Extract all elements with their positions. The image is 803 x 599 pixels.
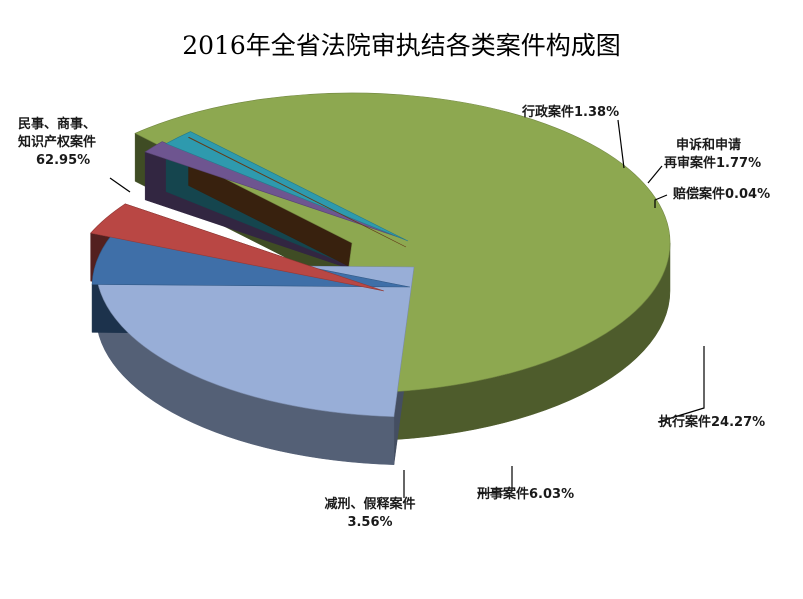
label-civil-value: 62.95% [36,153,91,168]
leader-line-civil [109,177,131,193]
leader-line-enforcement [657,346,705,423]
label-civil-line1: 民事、商事、 [18,117,97,132]
slice-top-admin [144,141,405,240]
label-civil: 民事、商事、 知识产权案件 62.95% [18,116,138,170]
label-enforcement: 执行案件24.27% [659,414,765,432]
chart-title: 2016年全省法院审执结各类案件构成图 [182,31,621,60]
leader-line-criminal [477,466,513,495]
label-appeal-line1: 申诉和申请 [676,138,742,153]
slice-top-appeal [165,131,409,242]
label-commutation-name: 减刑、假释案件 [324,497,416,512]
slice-top-commutation [90,203,385,292]
label-criminal-value: 6.03% [529,487,575,502]
slice-top-enforcement [95,264,415,418]
slice-tops-layer [90,92,671,418]
slice-top-civil [134,92,671,394]
label-criminal-name: 刑事案件 [477,487,530,502]
label-appeal-line2: 再审案件 [664,156,717,171]
label-commutation-value: 3.56% [347,515,393,530]
label-admin-value: 1.38% [574,105,620,120]
leader-line-compensation [654,194,668,208]
slice-top-compensation [187,136,407,248]
label-enforcement-name: 执行案件 [659,415,712,430]
leader-lines-layer [109,119,705,498]
label-admin: 行政案件1.38% [522,104,619,122]
label-civil-line2: 知识产权案件 [18,135,97,150]
label-compensation-value: 0.04% [725,187,771,202]
leader-line-admin [617,119,625,169]
label-criminal: 刑事案件6.03% [477,486,574,504]
label-enforcement-value: 24.27% [711,415,766,430]
label-admin-name: 行政案件 [522,105,575,120]
label-appeal-value: 1.77% [716,156,762,171]
label-compensation-name: 赔偿案件 [673,187,726,202]
leader-line-appeal [647,165,663,184]
label-compensation: 赔偿案件0.04% [673,186,770,204]
label-appeal: 申诉和申请 再审案件1.77% [664,137,761,173]
label-commutation: 减刑、假释案件 3.56% [300,496,440,532]
